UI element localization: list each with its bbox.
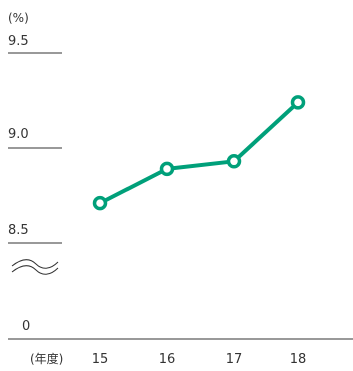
y-tick-label-9.0: 9.0 xyxy=(8,127,29,142)
x-tick-label-18: 18 xyxy=(290,352,307,367)
x-tick-label-16: 16 xyxy=(159,352,176,367)
data-point-16 xyxy=(159,161,175,177)
y-tick-label-8.5: 8.5 xyxy=(8,223,29,238)
data-point-18 xyxy=(290,95,306,110)
y-tick-label-0: 0 xyxy=(22,319,30,334)
y-tick-label-9.5: 9.5 xyxy=(8,34,29,49)
x-tick-label-17: 17 xyxy=(226,352,243,367)
series-line xyxy=(99,100,300,205)
data-point-15 xyxy=(92,195,108,211)
y-unit-label: (%) xyxy=(8,11,29,25)
data-point-17 xyxy=(226,154,242,169)
axis-break-icon xyxy=(11,259,59,275)
x-tick-label-15: 15 xyxy=(92,352,109,367)
series-layer xyxy=(92,95,306,211)
x-unit-label: (年度) xyxy=(30,351,63,366)
